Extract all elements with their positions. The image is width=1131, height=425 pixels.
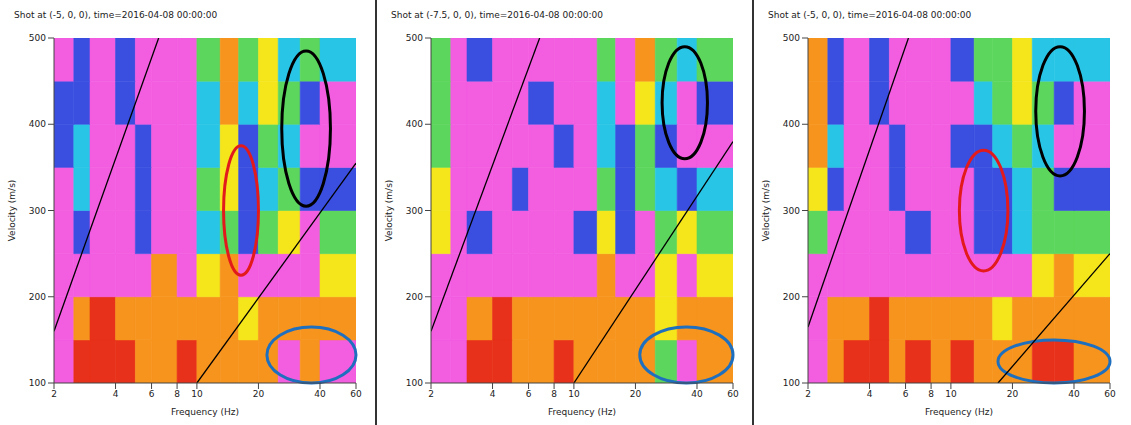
- svg-text:300: 300: [406, 206, 423, 216]
- svg-text:Frequency (Hz): Frequency (Hz): [548, 407, 616, 417]
- svg-text:8: 8: [174, 389, 180, 399]
- svg-text:100: 100: [406, 378, 423, 388]
- svg-text:400: 400: [783, 119, 800, 129]
- svg-text:6: 6: [526, 389, 532, 399]
- svg-text:Frequency (Hz): Frequency (Hz): [925, 407, 993, 417]
- svg-text:2: 2: [428, 389, 434, 399]
- svg-text:8: 8: [928, 389, 934, 399]
- svg-text:500: 500: [406, 33, 423, 43]
- svg-text:40: 40: [314, 389, 326, 399]
- svg-text:20: 20: [630, 389, 642, 399]
- svg-text:6: 6: [149, 389, 155, 399]
- svg-text:8: 8: [551, 389, 557, 399]
- svg-text:40: 40: [691, 389, 703, 399]
- svg-text:200: 200: [406, 292, 423, 302]
- svg-text:60: 60: [727, 389, 739, 399]
- svg-text:6: 6: [903, 389, 909, 399]
- svg-text:200: 200: [783, 292, 800, 302]
- svg-text:100: 100: [29, 378, 46, 388]
- svg-text:400: 400: [406, 119, 423, 129]
- svg-text:2: 2: [51, 389, 57, 399]
- svg-text:400: 400: [29, 119, 46, 129]
- svg-text:Velocity (m/s): Velocity (m/s): [761, 180, 771, 242]
- svg-text:2: 2: [805, 389, 811, 399]
- svg-text:4: 4: [113, 389, 119, 399]
- svg-text:10: 10: [945, 389, 957, 399]
- html-text:Shot at (-5, 0, 0), time=2016-: Shot at (-5, 0, 0), time=2016-04-08 00:0…: [768, 10, 972, 20]
- svg-text:10: 10: [568, 389, 580, 399]
- svg-text:4: 4: [490, 389, 496, 399]
- svg-text:20: 20: [1007, 389, 1019, 399]
- svg-text:4: 4: [867, 389, 873, 399]
- svg-text:300: 300: [783, 206, 800, 216]
- svg-text:500: 500: [29, 33, 46, 43]
- html-text:Shot at (-7.5, 0, 0), time=201: Shot at (-7.5, 0, 0), time=2016-04-08 00…: [391, 10, 603, 20]
- svg-text:60: 60: [350, 389, 362, 399]
- html-text:Shot at (-5, 0, 0), time=2016-: Shot at (-5, 0, 0), time=2016-04-08 00:0…: [14, 10, 218, 20]
- svg-text:40: 40: [1068, 389, 1080, 399]
- svg-text:200: 200: [29, 292, 46, 302]
- svg-text:Velocity (m/s): Velocity (m/s): [7, 180, 17, 242]
- svg-text:100: 100: [783, 378, 800, 388]
- svg-text:60: 60: [1104, 389, 1116, 399]
- svg-text:10: 10: [191, 389, 203, 399]
- svg-text:300: 300: [29, 206, 46, 216]
- svg-text:Frequency (Hz): Frequency (Hz): [171, 407, 239, 417]
- svg-text:20: 20: [253, 389, 265, 399]
- svg-text:Velocity (m/s): Velocity (m/s): [384, 180, 394, 242]
- svg-text:500: 500: [783, 33, 800, 43]
